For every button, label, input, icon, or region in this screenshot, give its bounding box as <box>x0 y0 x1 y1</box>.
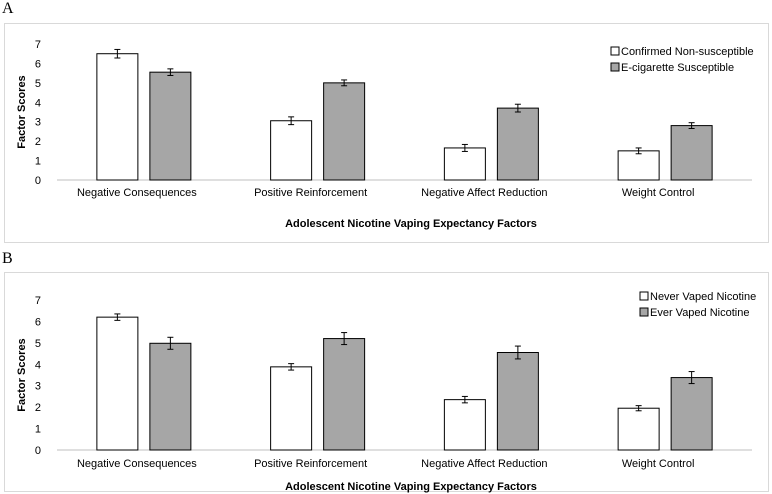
bar-confirmed-non-susceptible <box>96 53 139 181</box>
bar-ever-vaped-nicotine <box>670 377 713 451</box>
legend-swatch <box>610 46 620 56</box>
bar-e-cigarette-susceptible <box>496 107 539 181</box>
panel-b-label: B <box>2 250 13 267</box>
y-tick-label: 6 <box>35 58 41 70</box>
y-tick-label: 2 <box>35 402 41 414</box>
bar-e-cigarette-susceptible <box>149 71 192 181</box>
chart-a: 0 1 2 3 4 5 6 7 Negative Consequences Positive Re… <box>16 39 754 230</box>
y-tick-label: 6 <box>35 316 41 328</box>
bar-never-vaped-nicotine <box>270 366 313 451</box>
bar-never-vaped-nicotine <box>617 407 660 451</box>
x-axis-title: Adolescent Nicotine Vaping Expectancy Fa… <box>285 218 537 230</box>
y-axis-title: Factor Scores <box>16 75 28 148</box>
y-tick-label: 0 <box>35 445 41 457</box>
bar-never-vaped-nicotine <box>443 399 486 451</box>
chart-a-frame <box>4 23 769 243</box>
legend-label: Ever Vaped Nicotine <box>650 307 749 319</box>
legend-label: E-cigarette Susceptible <box>621 62 734 74</box>
y-tick-label: 4 <box>35 359 41 371</box>
bar-confirmed-non-susceptible <box>443 147 486 181</box>
y-tick-label: 0 <box>35 175 41 187</box>
y-tick-label: 2 <box>35 136 41 148</box>
legend-label: Confirmed Non-susceptible <box>621 46 754 58</box>
y-tick-label: 1 <box>35 424 41 436</box>
category-label: Weight Control <box>622 458 695 470</box>
bar-e-cigarette-susceptible <box>670 125 713 181</box>
bar-e-cigarette-susceptible <box>323 82 366 181</box>
y-tick-label: 5 <box>35 338 41 350</box>
y-tick-label: 7 <box>35 295 41 307</box>
legend-swatch <box>610 62 620 72</box>
category-label: Positive Reinforcement <box>254 187 367 199</box>
chart-b: 0 1 2 3 4 5 6 7 Negative Consequences Positive Re… <box>16 291 756 493</box>
y-tick-label: 1 <box>35 156 41 168</box>
x-axis-title: Adolescent Nicotine Vaping Expectancy Fa… <box>285 481 537 493</box>
bar-ever-vaped-nicotine <box>323 338 366 451</box>
bar-ever-vaped-nicotine <box>496 352 539 451</box>
category-label: Negative Consequences <box>77 187 197 199</box>
legend-swatch <box>639 307 649 317</box>
bar-confirmed-non-susceptible <box>270 120 313 181</box>
panel-a-label: A <box>2 0 14 17</box>
y-axis-title: Factor Scores <box>16 338 28 411</box>
chart-b-frame <box>4 272 769 492</box>
category-label: Negative Affect Reduction <box>421 187 547 199</box>
y-tick-label: 3 <box>35 381 41 393</box>
bar-ever-vaped-nicotine <box>149 342 192 451</box>
category-label: Weight Control <box>622 187 695 199</box>
y-tick-label: 7 <box>35 39 41 51</box>
bar-never-vaped-nicotine <box>96 316 139 451</box>
category-label: Negative Consequences <box>77 458 197 470</box>
y-tick-label: 4 <box>35 97 41 109</box>
y-tick-label: 3 <box>35 117 41 129</box>
category-label: Negative Affect Reduction <box>421 458 547 470</box>
legend-label: Never Vaped Nicotine <box>650 291 756 303</box>
y-tick-label: 5 <box>35 78 41 90</box>
bar-confirmed-non-susceptible <box>617 150 660 181</box>
category-label: Positive Reinforcement <box>254 458 367 470</box>
legend-swatch <box>639 291 649 301</box>
